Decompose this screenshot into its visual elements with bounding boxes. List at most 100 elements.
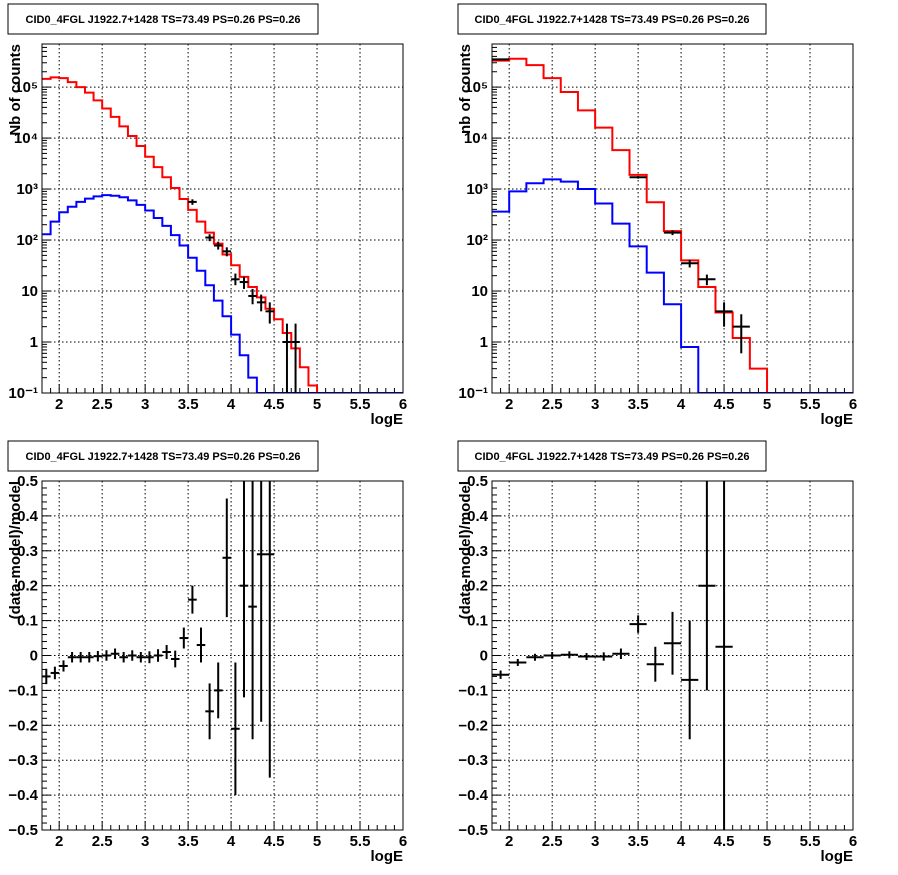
data-point bbox=[110, 648, 120, 659]
data-point bbox=[698, 481, 716, 691]
data-point bbox=[681, 259, 699, 268]
x-axis-title: logE bbox=[371, 411, 404, 428]
series-step-line bbox=[492, 57, 853, 393]
y-tick-label: −0.3 bbox=[8, 752, 38, 769]
y-tick-label: 10⁴ bbox=[14, 130, 38, 147]
x-tick-label: 6 bbox=[399, 396, 407, 413]
data-point bbox=[205, 234, 214, 242]
data-point bbox=[239, 481, 249, 698]
data-point bbox=[291, 323, 300, 393]
data-point bbox=[231, 273, 240, 286]
data-point bbox=[663, 230, 682, 236]
y-tick-label: 0.2 bbox=[467, 578, 488, 595]
y-tick-label: 0 bbox=[480, 648, 488, 665]
x-axis-title: logE bbox=[371, 848, 404, 865]
data-point bbox=[84, 652, 94, 663]
x-tick-label: 5.5 bbox=[800, 833, 821, 850]
plot-frame bbox=[41, 43, 404, 394]
x-axis-title: logE bbox=[821, 848, 854, 865]
data-point bbox=[543, 652, 561, 659]
data-point bbox=[577, 653, 596, 661]
data-point bbox=[509, 658, 527, 666]
data-point bbox=[663, 611, 682, 675]
y-tick-label: −0.3 bbox=[458, 752, 488, 769]
data-point bbox=[50, 666, 60, 680]
plot-frame bbox=[491, 43, 854, 394]
x-tick-label: 5 bbox=[313, 396, 321, 413]
y-tick-label: 10⁴ bbox=[464, 130, 488, 147]
y-tick-label: 0 bbox=[30, 648, 38, 665]
data-point bbox=[119, 652, 128, 663]
plot-area bbox=[42, 76, 403, 393]
title-box bbox=[7, 3, 319, 35]
panel-residual-fine: 2 2.5 3 3.5 4 4.5 5 5.5 6 −0.5 −0.4 −0.3 −0.2 −0.1 0 0.… bbox=[7, 440, 407, 865]
y-tick-label: 10³ bbox=[16, 181, 38, 198]
data-point bbox=[222, 247, 232, 257]
title-box bbox=[457, 3, 767, 35]
y-tick-label: 0.3 bbox=[467, 543, 488, 560]
data-point bbox=[145, 651, 154, 664]
data-point bbox=[205, 683, 214, 740]
y-tick-label: 10⁻¹ bbox=[8, 385, 38, 402]
chart-title: CID0_4FGL J1922.7+1428 TS=73.49 PS=0.26 … bbox=[475, 14, 750, 26]
x-tick-label: 5.5 bbox=[350, 396, 371, 413]
x-tick-label: 2.5 bbox=[542, 396, 563, 413]
x-tick-label: 2 bbox=[55, 833, 63, 850]
x-tick-label: 4 bbox=[677, 396, 686, 413]
x-tick-label: 6 bbox=[399, 833, 407, 850]
data-point bbox=[76, 652, 85, 663]
x-tick-label: 3 bbox=[141, 396, 149, 413]
y-tick-label: 0.1 bbox=[17, 613, 38, 630]
data-point bbox=[188, 585, 197, 614]
y-tick-label: 10⁵ bbox=[14, 79, 38, 96]
x-tick-label: 6 bbox=[849, 396, 857, 413]
y-tick-label: −0.5 bbox=[458, 822, 488, 839]
y-tick-label: 10³ bbox=[466, 181, 488, 198]
y-tick-label: 10 bbox=[471, 283, 488, 300]
data-point bbox=[67, 652, 77, 663]
data-point bbox=[681, 620, 699, 740]
x-tick-label: 3.5 bbox=[628, 396, 649, 413]
data-point bbox=[93, 650, 103, 662]
data-point bbox=[492, 58, 510, 61]
x-tick-label: 3.5 bbox=[628, 833, 649, 850]
x-tick-label: 6 bbox=[849, 833, 857, 850]
data-point bbox=[256, 294, 266, 312]
data-point bbox=[196, 627, 206, 663]
title-box bbox=[457, 440, 767, 472]
x-tick-label: 5.5 bbox=[350, 833, 371, 850]
y-tick-label: −0.1 bbox=[8, 682, 38, 699]
y-tick-label: −0.1 bbox=[458, 682, 488, 699]
data-point bbox=[732, 314, 750, 354]
data-point bbox=[715, 481, 733, 830]
x-axis-title: logE bbox=[821, 411, 854, 428]
data-point bbox=[256, 481, 266, 722]
y-tick-label: 0.3 bbox=[17, 543, 38, 560]
chart-title: CID0_4FGL J1922.7+1428 TS=73.49 PS=0.26 … bbox=[475, 451, 750, 463]
x-tick-label: 4.5 bbox=[264, 833, 285, 850]
y-tick-label: 0.4 bbox=[467, 508, 489, 525]
y-axis-title: (data-model)/model bbox=[7, 481, 24, 619]
data-point bbox=[170, 650, 180, 668]
y-tick-label: −0.4 bbox=[8, 787, 38, 804]
axis-ticks bbox=[41, 43, 404, 394]
data-point bbox=[42, 668, 51, 685]
plot-area bbox=[492, 481, 733, 830]
y-tick-label: 1 bbox=[30, 334, 38, 351]
y-tick-label: 10² bbox=[16, 232, 38, 249]
data-point bbox=[629, 615, 647, 633]
data-point bbox=[265, 481, 275, 778]
data-point bbox=[282, 323, 292, 393]
x-tick-label: 3 bbox=[591, 396, 599, 413]
x-tick-label: 3 bbox=[141, 833, 149, 850]
data-point bbox=[698, 274, 716, 286]
y-tick-label: 0.1 bbox=[467, 613, 488, 630]
series-step-line bbox=[42, 76, 403, 393]
panel-log-counts-coarse: 2 2.5 3 3.5 4 4.5 5 5.5 6 10⁻¹ 1 10 10² 10³ 10⁴ 10⁵ logE… bbox=[457, 3, 857, 428]
title-box bbox=[7, 440, 319, 472]
data-point bbox=[248, 481, 257, 740]
data-point bbox=[646, 646, 664, 682]
x-tick-label: 2.5 bbox=[92, 396, 113, 413]
panel-log-counts-fine: 2 2.5 3 3.5 4 4.5 5 5.5 6 10⁻¹ 1 10 10² 10³ 10⁴ 10⁵ logE… bbox=[7, 3, 407, 428]
x-tick-label: 3.5 bbox=[178, 833, 199, 850]
